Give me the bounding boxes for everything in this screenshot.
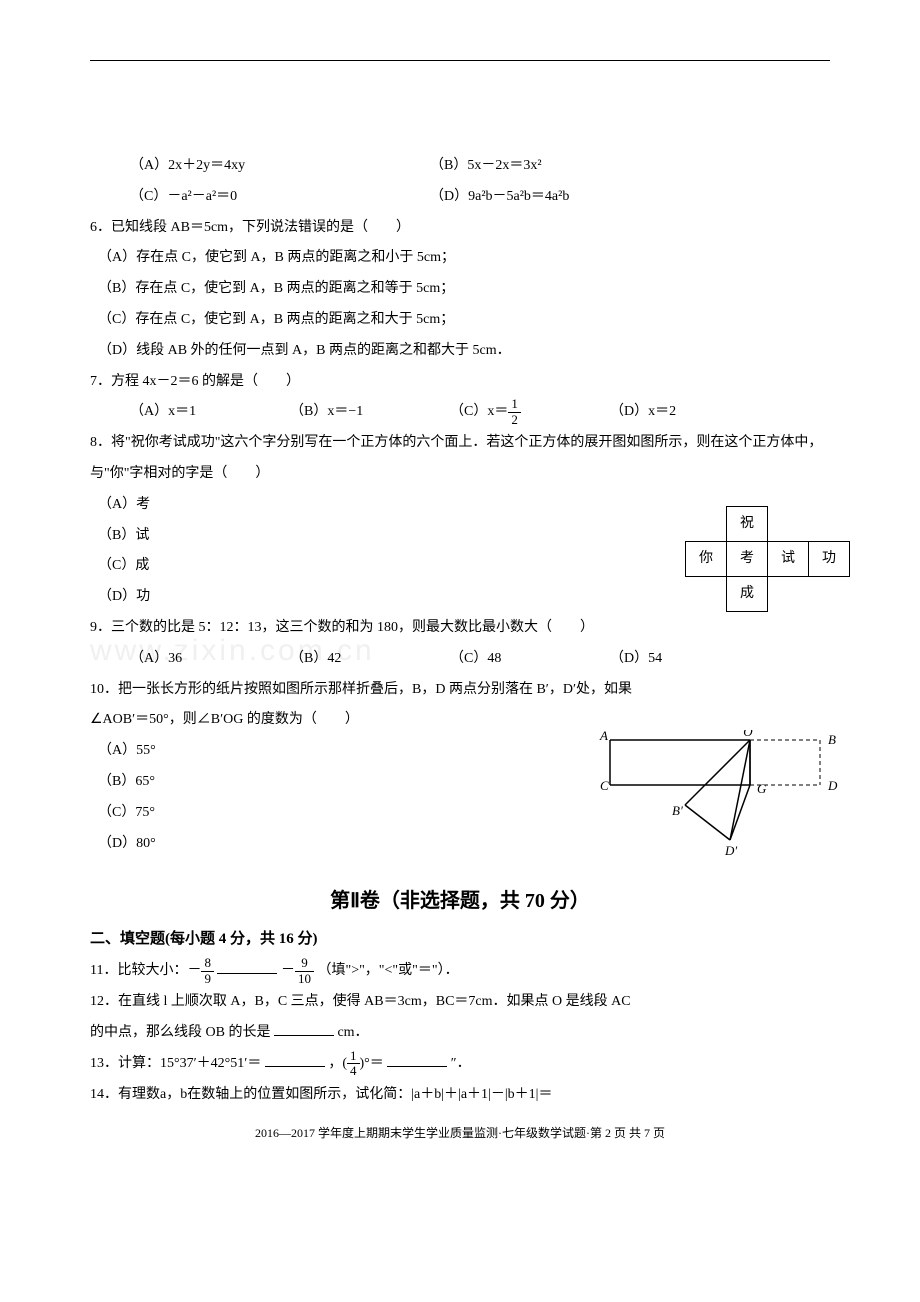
cube-net-diagram: 祝 你 考 试 功 成 <box>685 506 850 612</box>
q7-optA: （A）x＝1 <box>130 397 290 428</box>
fold-diagram: A O B C G D B′ D′ <box>590 730 850 883</box>
q11: 11．比较大小：－89 －910 （填">"，"<"或"＝"）． <box>90 956 830 987</box>
q13-blank2 <box>387 1052 447 1067</box>
header-rule <box>90 60 830 61</box>
q11-den1: 9 <box>201 972 214 986</box>
net-cell-kao: 考 <box>727 542 768 577</box>
q13-frac: 14 <box>347 1049 360 1079</box>
q6-optB: （B）存在点 C，使它到 A，B 两点的距离之和等于 5cm； <box>90 274 830 305</box>
q9-optC: （C）48 <box>450 644 610 675</box>
q6-optD: （D）线段 AB 外的任何一点到 A，B 两点的距离之和都大于 5cm． <box>90 336 830 367</box>
q7-den: 2 <box>508 413 521 427</box>
q6-stem: 6．已知线段 AB＝5cm，下列说法错误的是（ ） <box>90 213 830 244</box>
q7-optD: （D）x＝2 <box>610 397 770 428</box>
q9-stem: 9．三个数的比是 5：12：13，这三个数的和为 180，则最大数比最小数大（ … <box>90 613 830 644</box>
q11-frac2: 910 <box>295 956 314 986</box>
q9-optD: （D）54 <box>610 644 770 675</box>
q14: 14．有理数a，b在数轴上的位置如图所示，试化简：|a＋b|＋|a＋1|－|b＋… <box>90 1080 830 1111</box>
q13-post2: ″． <box>451 1056 471 1071</box>
q7-optC: （C）x＝12 <box>450 397 610 428</box>
q11-blank <box>217 959 277 974</box>
q5-optD: （D）9a²b－5a²b＝4a²b <box>430 182 730 213</box>
page-footer: 2016—2017 学年度上期期末学生学业质量监测·七年级数学试题·第 2 页 … <box>90 1120 830 1146</box>
label-D: D <box>827 778 838 793</box>
q13-post1: )°＝ <box>360 1056 384 1071</box>
q5-row2: （C）－a²－a²＝0 （D）9a²b－5a²b＝4a²b <box>90 182 830 213</box>
net-cell-cheng: 成 <box>727 577 768 612</box>
q13: 13．计算：15°37′＋42°51′＝ ，(14)°＝ ″． <box>90 1049 830 1080</box>
q12-line2-pre: 的中点，那么线段 OB 的长是 <box>90 1025 270 1040</box>
q7-stem: 7．方程 4x－2＝6 的解是（ ） <box>90 367 830 398</box>
net-cell-zhu: 祝 <box>727 507 768 542</box>
q6-optA: （A）存在点 C，使它到 A，B 两点的距离之和小于 5cm； <box>90 243 830 274</box>
q7-optC-pre: （C）x＝ <box>450 404 508 419</box>
label-C: C <box>600 778 609 793</box>
net-cell-shi: 试 <box>768 542 809 577</box>
label-B: B <box>828 732 836 747</box>
label-Dp: D′ <box>724 843 737 858</box>
q5-optC: （C）－a²－a²＝0 <box>130 182 430 213</box>
q12-line2-post: cm． <box>337 1025 368 1040</box>
q6-optC: （C）存在点 C，使它到 A，B 两点的距离之和大于 5cm； <box>90 305 830 336</box>
q10-stem1: 10．把一张长方形的纸片按照如图所示那样折叠后，B，D 两点分别落在 B′，D′… <box>90 675 830 706</box>
q11-den2: 10 <box>295 972 314 986</box>
q13-num: 1 <box>347 1049 360 1064</box>
q12-blank <box>274 1021 334 1036</box>
q9-options: （A）36 （B）42 （C）48 （D）54 <box>90 644 830 675</box>
q11-frac1: 89 <box>201 956 214 986</box>
label-O: O <box>743 730 753 739</box>
q11-num1: 8 <box>201 956 214 971</box>
q8-stem: 8．将"祝你考试成功"这六个字分别写在一个正方体的六个面上．若这个正方体的展开图… <box>90 428 830 490</box>
q13-blank1 <box>265 1052 325 1067</box>
q12-line2: 的中点，那么线段 OB 的长是 cm． <box>90 1018 830 1049</box>
q9-optA: （A）36 <box>130 644 290 675</box>
q5-row1: （A）2x＋2y＝4xy （B）5x－2x＝3x² <box>90 151 830 182</box>
q7-frac: 12 <box>508 397 521 427</box>
q13-pre: 13．计算：15°37′＋42°51′＝ <box>90 1056 261 1071</box>
q11-num2: 9 <box>295 956 314 971</box>
q7-optB: （B）x＝−1 <box>290 397 450 428</box>
section2-subtitle: 二、填空题(每小题 4 分，共 16 分) <box>90 923 830 956</box>
q13-mid: ，( <box>328 1056 347 1071</box>
label-G: G <box>757 781 767 796</box>
q9-optB: （B）42 <box>290 644 450 675</box>
net-cell-gong: 功 <box>809 542 850 577</box>
label-A: A <box>599 730 608 743</box>
q11-post: （填">"，"<"或"＝"）． <box>317 963 458 978</box>
q11-mid: － <box>281 963 295 978</box>
label-Bp: B′ <box>672 803 683 818</box>
section2-title: 第Ⅱ卷（非选择题，共 70 分） <box>90 879 830 923</box>
q5-optB: （B）5x－2x＝3x² <box>430 151 730 182</box>
net-cell-ni: 你 <box>686 542 727 577</box>
q11-pre: 11．比较大小：－ <box>90 963 201 978</box>
q7-num: 1 <box>508 397 521 412</box>
q7-options: （A）x＝1 （B）x＝−1 （C）x＝12 （D）x＝2 <box>90 397 830 428</box>
q13-den: 4 <box>347 1064 360 1078</box>
q5-optA: （A）2x＋2y＝4xy <box>130 151 430 182</box>
q12-line1: 12．在直线 l 上顺次取 A，B，C 三点，使得 AB＝3cm，BC＝7cm．… <box>90 987 830 1018</box>
